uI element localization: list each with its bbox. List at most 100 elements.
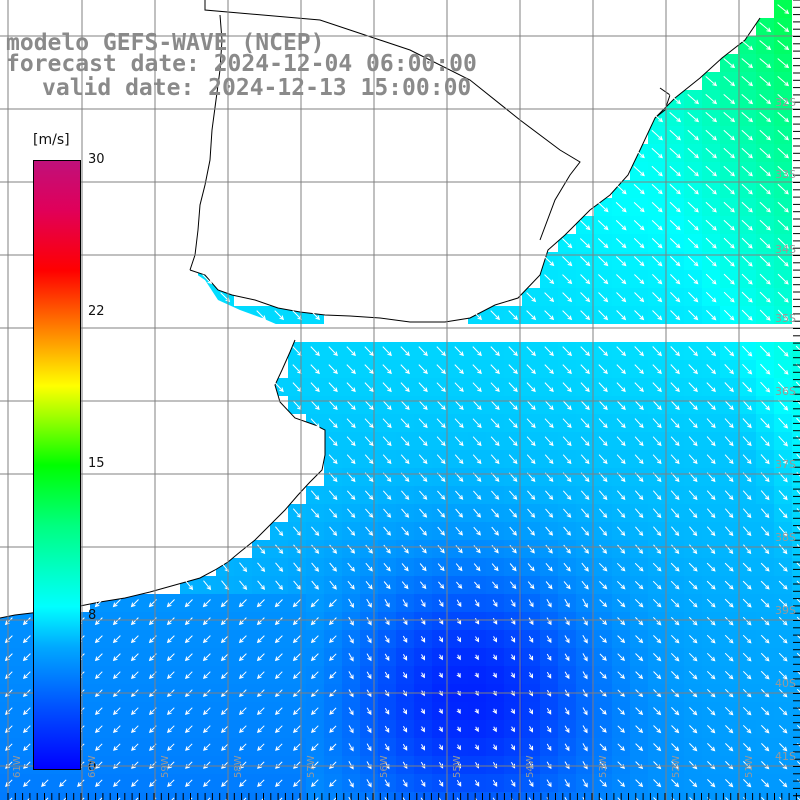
wind-arrow (527, 490, 536, 500)
wind-arrow (706, 418, 716, 429)
wind-arrow (310, 310, 321, 321)
wind-arrow (492, 708, 497, 715)
wind-arrow (382, 436, 392, 447)
wind-arrow (454, 400, 464, 411)
wind-arrow (582, 671, 588, 680)
wind-arrow (310, 418, 320, 429)
wind-arrow (366, 743, 372, 752)
wind-arrow (759, 255, 771, 267)
wind-arrow (384, 599, 390, 608)
wind-arrow (634, 454, 644, 465)
latitude-label: 36S (775, 385, 796, 398)
wind-arrow (723, 219, 735, 231)
wind-arrow (27, 797, 31, 800)
latitude-label: 32S (775, 96, 796, 109)
wind-arrow (364, 418, 374, 429)
wind-arrow (742, 526, 752, 537)
wind-arrow (94, 707, 103, 716)
wind-arrow (274, 725, 283, 734)
wind-arrow (473, 508, 482, 518)
wind-arrow (545, 562, 553, 572)
wind-arrow (670, 652, 680, 662)
wind-cell (216, 792, 234, 800)
wind-arrow (292, 725, 301, 734)
wind-arrow (563, 508, 572, 518)
wind-arrow (366, 653, 372, 662)
wind-arrow (238, 725, 247, 734)
wind-arrow (437, 526, 445, 536)
latitude-label: 37S (775, 458, 796, 471)
wind-arrow (582, 635, 588, 644)
wind-arrow (544, 400, 554, 411)
wind-arrow (474, 779, 480, 787)
wind-arrow (474, 797, 478, 800)
wind-arrow (777, 22, 790, 33)
wind-arrow (94, 725, 103, 734)
wind-arrow (563, 581, 571, 590)
wind-arrow (310, 400, 320, 411)
wind-arrow (778, 417, 789, 429)
wind-arrow (687, 183, 699, 195)
wind-arrow (135, 797, 139, 800)
wind-arrow (292, 707, 301, 716)
wind-arrow (741, 237, 753, 249)
wind-cell (792, 594, 800, 612)
wind-arrow (384, 779, 390, 788)
wind-arrow (742, 580, 752, 590)
wind-arrow (564, 653, 570, 662)
wind-arrow (617, 635, 626, 644)
wind-arrow (724, 526, 734, 537)
wind-arrow (275, 544, 284, 554)
wind-arrow (509, 490, 518, 500)
wind-arrow (669, 238, 681, 249)
wind-arrow (365, 526, 374, 536)
wind-arrow (94, 635, 103, 644)
wind-arrow (779, 779, 788, 788)
wind-arrow (707, 743, 716, 752)
wind-arrow (597, 220, 609, 231)
wind-arrow (761, 797, 765, 800)
wind-arrow (438, 744, 443, 751)
wind-arrow (438, 654, 443, 661)
wind-arrow (670, 382, 680, 393)
wind-arrow (472, 400, 482, 411)
wind-cell (792, 774, 800, 792)
wind-arrow (454, 418, 464, 429)
wind-arrow (688, 436, 698, 447)
wind-arrow (347, 562, 355, 572)
wind-arrow (328, 400, 338, 411)
wind-arrow (670, 454, 680, 465)
wind-arrow (597, 238, 609, 249)
wind-cell (666, 792, 684, 800)
wind-arrow (382, 364, 392, 375)
wind-arrow (759, 76, 772, 87)
wind-arrow (546, 617, 552, 626)
wind-cell (378, 792, 396, 800)
wind-arrow (580, 418, 590, 429)
wind-arrow (562, 382, 572, 393)
wind-arrow (456, 708, 461, 715)
coastline-north (189, 17, 761, 323)
wind-arrow (777, 165, 789, 177)
wind-arrow (742, 490, 752, 501)
wind-arrow (472, 454, 482, 465)
wind-arrow (617, 653, 626, 662)
wind-arrow (366, 671, 372, 680)
wind-arrow (562, 454, 572, 465)
wind-arrow (706, 652, 716, 662)
wind-arrow (456, 797, 460, 800)
wind-arrow (598, 400, 608, 411)
wind-arrow (203, 580, 212, 591)
wind-arrow (220, 599, 229, 608)
wind-arrow (670, 400, 680, 411)
wind-arrow (472, 382, 482, 393)
wind-arrow (615, 256, 627, 267)
wind-arrow (796, 526, 800, 531)
wind-arrow (130, 707, 139, 716)
wind-arrow (777, 129, 789, 141)
wind-arrow (760, 508, 770, 519)
wind-arrow (599, 797, 603, 800)
wind-arrow (778, 399, 789, 411)
